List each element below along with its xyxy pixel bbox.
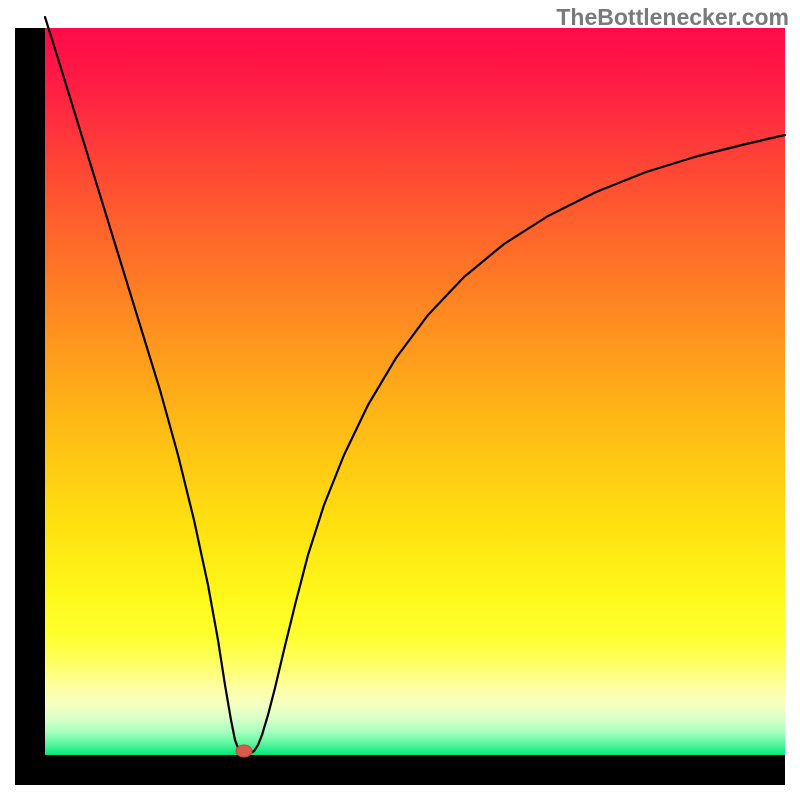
chart-container: TheBottlenecker.com bbox=[0, 0, 800, 800]
optimal-marker bbox=[0, 0, 800, 800]
